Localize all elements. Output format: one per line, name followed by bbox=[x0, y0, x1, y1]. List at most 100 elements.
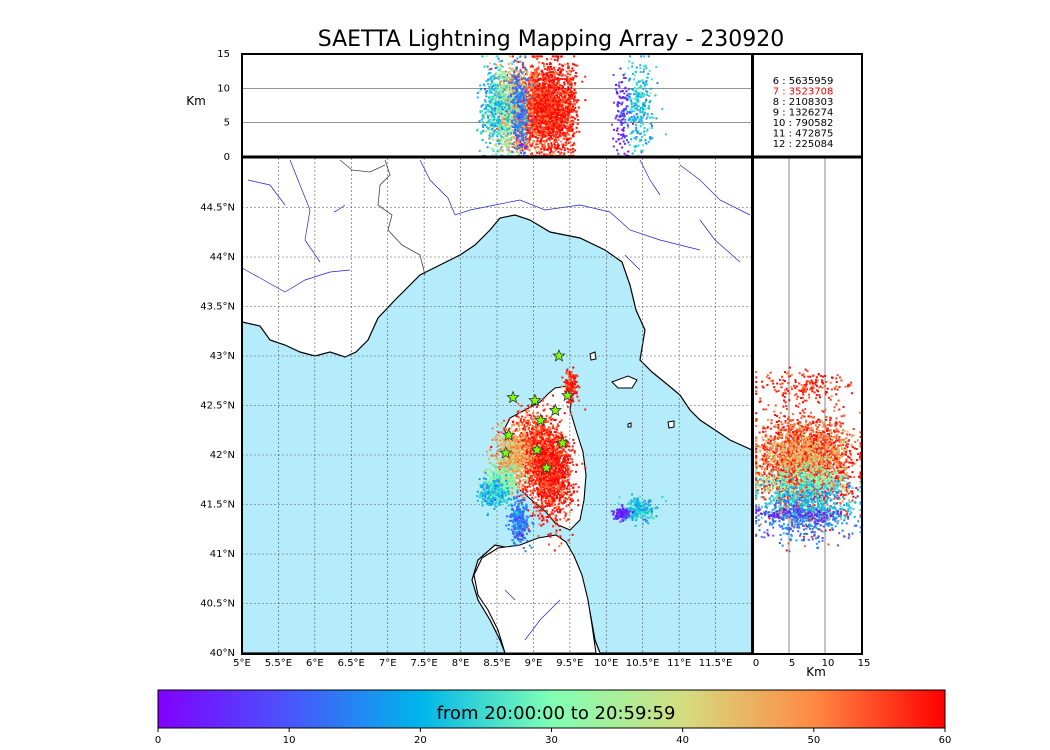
lightning-source-alt-lon bbox=[527, 116, 530, 119]
lightning-source-alt-lon bbox=[508, 125, 511, 128]
lightning-source-alt-lon bbox=[502, 125, 505, 128]
lightning-source-alt-lon bbox=[485, 105, 488, 108]
lightning-source-alt-lon bbox=[491, 117, 494, 120]
lightning-source-alt-lon bbox=[547, 131, 550, 134]
lightning-source-alt-lon bbox=[640, 117, 643, 120]
lightning-source-alt-lon bbox=[516, 93, 519, 96]
lightning-source-alt-lon bbox=[488, 68, 491, 71]
lightning-source-alt-lon bbox=[523, 87, 526, 90]
lightning-source-alt-lon bbox=[531, 82, 534, 85]
lightning-source-alt-lon bbox=[529, 118, 532, 121]
lightning-source-alt-lon bbox=[558, 99, 561, 102]
lightning-source-alt-lon bbox=[562, 93, 565, 96]
lightning-source-alt-lon bbox=[503, 131, 506, 134]
lightning-source bbox=[528, 451, 531, 454]
lightning-source-alt-lon bbox=[494, 77, 497, 80]
lightning-source-alt-lon bbox=[553, 86, 556, 89]
lightning-source-alt-lon bbox=[517, 74, 520, 77]
lightning-source-alt-lon bbox=[543, 89, 546, 92]
lightning-source-alt-lon bbox=[540, 117, 543, 120]
lightning-source-alt-lon bbox=[523, 117, 526, 120]
lightning-source bbox=[507, 418, 510, 421]
lightning-source-alt-lon bbox=[538, 126, 541, 129]
lightning-source-alt-lon bbox=[479, 88, 482, 91]
lightning-source-alt-lon bbox=[519, 99, 522, 102]
lightning-source-alt-lon bbox=[486, 129, 489, 132]
lightning-source-alt-lon bbox=[533, 124, 536, 127]
lightning-source-alt-lon bbox=[527, 124, 530, 127]
lightning-source-alt-lon bbox=[497, 66, 500, 69]
lightning-source-alt-lon bbox=[504, 129, 507, 132]
lightning-source-alt-lon bbox=[535, 56, 538, 59]
lightning-source-alt-lon bbox=[488, 103, 491, 106]
lightning-source-alt-lon bbox=[509, 55, 512, 58]
lightning-source-alt-lon bbox=[482, 116, 485, 119]
lightning-source-alt-lon bbox=[553, 135, 556, 138]
lightning-source-alt-lon bbox=[488, 134, 491, 137]
lightning-source-alt-lon bbox=[554, 132, 557, 135]
lightning-source-alt-lon bbox=[537, 128, 540, 131]
lightning-source-alt-lon bbox=[642, 149, 645, 152]
lightning-source-alt-lon bbox=[498, 96, 501, 99]
lightning-source-alt-lon bbox=[572, 116, 575, 119]
lightning-source-alt-lon bbox=[533, 107, 536, 110]
lightning-source-alt-lon bbox=[482, 129, 485, 132]
lightning-source-alt-lon bbox=[549, 105, 552, 108]
lightning-source-alt-lon bbox=[485, 126, 488, 129]
lightning-source-alt-lon bbox=[512, 60, 515, 63]
lightning-source-alt-lon bbox=[514, 87, 517, 90]
lightning-source-alt-lon bbox=[497, 133, 500, 136]
lightning-source-alt-lon bbox=[621, 101, 624, 104]
lightning-source-alt-lon bbox=[555, 113, 558, 116]
lightning-source-alt-lon bbox=[490, 67, 493, 70]
lightning-source-alt-lon bbox=[528, 78, 531, 81]
lightning-source-alt-lon bbox=[571, 108, 574, 111]
lightning-source-alt-lon bbox=[545, 109, 548, 112]
lightning-source-alt-lon bbox=[639, 95, 642, 98]
lightning-source-alt-lon bbox=[504, 97, 507, 100]
lightning-source-alt-lon bbox=[499, 84, 502, 87]
lightning-source-alt-lon bbox=[506, 88, 509, 91]
lightning-source-alt-lon bbox=[506, 113, 509, 116]
lightning-source-alt-lon bbox=[568, 133, 571, 136]
lightning-source-alt-lon bbox=[624, 118, 627, 121]
lightning-source-alt-lon bbox=[509, 141, 512, 144]
lightning-source bbox=[572, 463, 575, 466]
lightning-source-alt-lon bbox=[612, 128, 615, 131]
lightning-source-alt-lon bbox=[567, 94, 570, 97]
lightning-source-alt-lon bbox=[497, 108, 500, 111]
lightning-source-alt-lon bbox=[500, 126, 503, 129]
lightning-source-alt-lon bbox=[548, 76, 551, 79]
lightning-source-alt-lon bbox=[505, 93, 508, 96]
lightning-source-alt-lon bbox=[563, 149, 566, 152]
lightning-source-alt-lon bbox=[564, 96, 567, 99]
lightning-source-alt-lon bbox=[507, 146, 510, 149]
lightning-source bbox=[551, 425, 554, 428]
lightning-source-alt-lon bbox=[559, 152, 562, 155]
lightning-source-alt-lon bbox=[567, 141, 570, 144]
lightning-source-alt-lon bbox=[628, 111, 631, 114]
lightning-source-alt-lon bbox=[564, 135, 567, 138]
lightning-source bbox=[518, 411, 521, 414]
lightning-source-alt-lon bbox=[565, 125, 568, 128]
lightning-source-alt-lon bbox=[492, 147, 495, 150]
lightning-source-alt-lon bbox=[510, 130, 513, 133]
lightning-source-alt-lon bbox=[511, 104, 514, 107]
lightning-source-alt-lon bbox=[528, 136, 531, 139]
lightning-source bbox=[532, 412, 535, 415]
lightning-source-alt-lon bbox=[538, 78, 541, 81]
lightning-source-alt-lon bbox=[542, 90, 545, 93]
lightning-source-alt-lon bbox=[635, 138, 638, 141]
lightning-source-alt-lon bbox=[499, 107, 502, 110]
lightning-source-alt-lon bbox=[484, 112, 487, 115]
lightning-source-alt-lon bbox=[563, 112, 566, 115]
lightning-source bbox=[533, 474, 536, 477]
lightning-source-alt-lon bbox=[495, 153, 498, 156]
lightning-source-alt-lon bbox=[489, 109, 492, 112]
lightning-source-alt-lon bbox=[629, 99, 632, 102]
lightning-source-alt-lon bbox=[529, 106, 532, 109]
lightning-source-alt-lon bbox=[486, 109, 489, 112]
lightning-source-alt-lon bbox=[491, 135, 494, 138]
lightning-source-alt-lon bbox=[568, 137, 571, 140]
